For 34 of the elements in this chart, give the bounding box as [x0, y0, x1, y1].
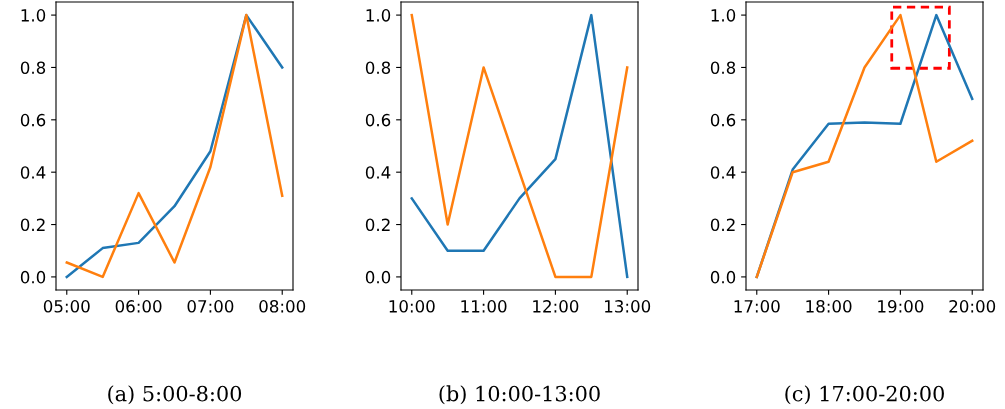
- x-tick-label: 06:00: [115, 300, 162, 313]
- y-tick-label: 0.0: [20, 270, 46, 284]
- line-series: [410, 13, 629, 279]
- x-tick-label: 11:00: [461, 300, 507, 313]
- y-tick-label: 0.0: [365, 270, 391, 284]
- x-tick-label: 10:00: [389, 300, 435, 313]
- y-tick-label: 0.2: [710, 218, 735, 232]
- x-tick-label: 07:00: [187, 300, 234, 313]
- x-axis-title: (b) 10:00-13:00: [439, 385, 600, 405]
- y-tick-label: 0.8: [20, 61, 46, 75]
- y-tick-label: 0.2: [365, 218, 390, 232]
- y-tick-label: 0.6: [365, 113, 391, 127]
- x-tick-label: 08:00: [259, 300, 306, 313]
- y-tick-label: 0.8: [365, 61, 391, 75]
- y-tick-label: 0.4: [365, 166, 391, 179]
- y-tick-label: 0.2: [20, 218, 45, 232]
- y-tick-label: 0.8: [710, 61, 736, 75]
- x-tick-label: 20:00: [949, 300, 996, 313]
- y-tick-label: 0.0: [710, 270, 736, 284]
- x-tick-label: 13:00: [605, 300, 651, 313]
- y-tick-label: 1.0: [366, 9, 391, 22]
- x-tick-label: 12:00: [533, 300, 579, 313]
- x-axis-title: (a) 5:00-8:00: [108, 385, 242, 405]
- y-tick-label: 0.6: [20, 113, 46, 127]
- y-tick-label: 1.0: [21, 9, 46, 22]
- x-tick-label: 17:00: [734, 300, 780, 313]
- y-tick-label: 0.4: [710, 166, 736, 179]
- x-tick-label: 05:00: [43, 300, 90, 313]
- x-tick-label: 19:00: [878, 300, 924, 313]
- y-tick-label: 1.0: [711, 9, 736, 22]
- y-tick-label: 0.4: [20, 166, 46, 179]
- x-axis-title: (c) 17:00-20:00: [785, 385, 944, 405]
- y-tick-label: 0.6: [710, 113, 736, 127]
- x-tick-label: 18:00: [806, 300, 852, 313]
